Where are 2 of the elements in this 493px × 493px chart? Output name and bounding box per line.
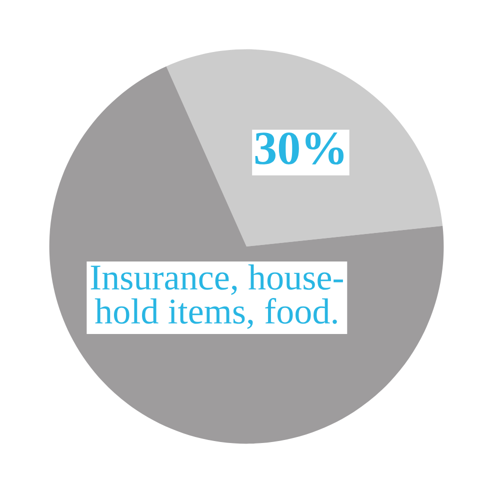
slice-label: Insurance, house- hold items, food. (90, 264, 343, 329)
data-label: 30% (255, 132, 344, 165)
